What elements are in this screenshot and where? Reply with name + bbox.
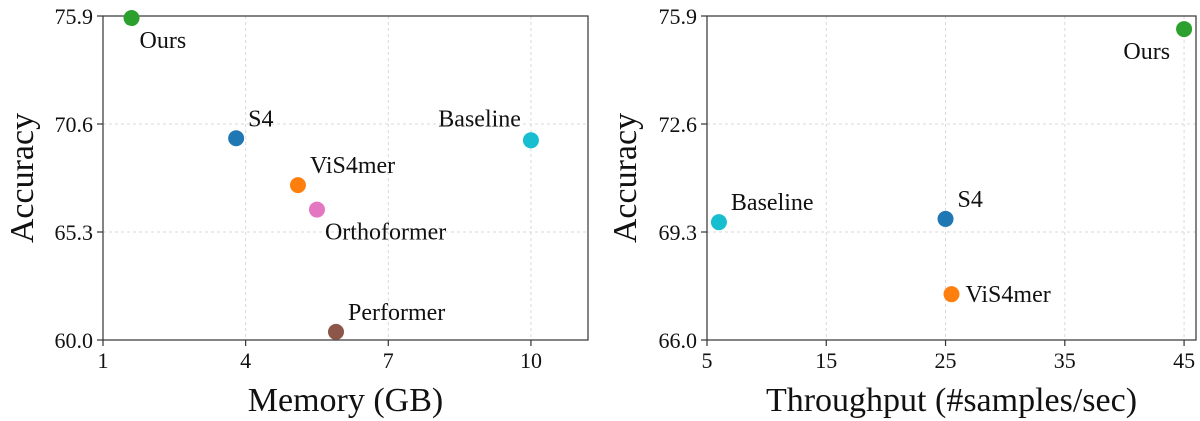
y-tick-label: 75.9: [659, 4, 698, 29]
data-point-ours: [1176, 21, 1193, 38]
y-tick-label: 72.6: [659, 112, 698, 137]
y-axis-label: Accuracy: [607, 113, 644, 243]
x-tick-label: 4: [240, 348, 251, 373]
x-tick-label: 1: [98, 348, 109, 373]
data-point-ours: [123, 10, 140, 27]
y-tick-label: 69.3: [659, 220, 698, 245]
point-label-baseline: Baseline: [438, 106, 521, 132]
x-axis-label: Throughput (#samples/sec): [766, 382, 1137, 419]
x-tick-label: 7: [383, 348, 394, 373]
y-tick-label: 65.3: [55, 220, 94, 245]
point-label-s4: S4: [958, 187, 983, 213]
point-label-vis4mer: ViS4mer: [310, 153, 395, 179]
x-tick-label: 25: [935, 348, 957, 373]
data-point-vis4mer: [943, 286, 960, 303]
chart-panel-2: 5 15 25 35 45 66.0 69.3 72.6 75.9 Throughput (#sa…: [607, 4, 1197, 419]
data-point-s4: [937, 210, 954, 227]
point-label-s4: S4: [248, 106, 273, 132]
x-tick-label: 15: [815, 348, 837, 373]
plot-frame: [102, 15, 589, 341]
x-tick-label: 45: [1173, 348, 1195, 373]
x-tick-label: 10: [520, 348, 542, 373]
x-tick-label: 35: [1054, 348, 1076, 373]
point-label-ours: Ours: [140, 28, 187, 54]
chart-panel-1: 1 4 7 10 60.0 65.3 70.6 75.9 Memory (GB) Accuracy…: [4, 4, 589, 419]
y-tick-label: 66.0: [659, 328, 698, 353]
point-label-performer: Performer: [348, 300, 445, 326]
x-tick-label: 5: [702, 348, 713, 373]
data-point-s4: [228, 130, 245, 147]
point-label-orthoformer: Orthoformer: [325, 220, 446, 246]
x-axis-label: Memory (GB): [248, 382, 443, 419]
data-point-vis4mer: [289, 177, 306, 194]
y-tick-label: 70.6: [55, 112, 94, 137]
data-point-baseline: [710, 214, 727, 231]
plot-frame: [706, 15, 1197, 341]
data-point-performer: [327, 323, 344, 340]
y-tick-label: 60.0: [55, 328, 94, 353]
y-axis-label: Accuracy: [4, 113, 41, 243]
point-label-ours: Ours: [1123, 39, 1170, 65]
point-label-vis4mer: ViS4mer: [966, 282, 1051, 308]
point-label-baseline: Baseline: [731, 190, 814, 216]
y-tick-label: 75.9: [55, 4, 94, 29]
data-point-orthoformer: [308, 201, 325, 218]
data-point-baseline: [522, 132, 539, 149]
